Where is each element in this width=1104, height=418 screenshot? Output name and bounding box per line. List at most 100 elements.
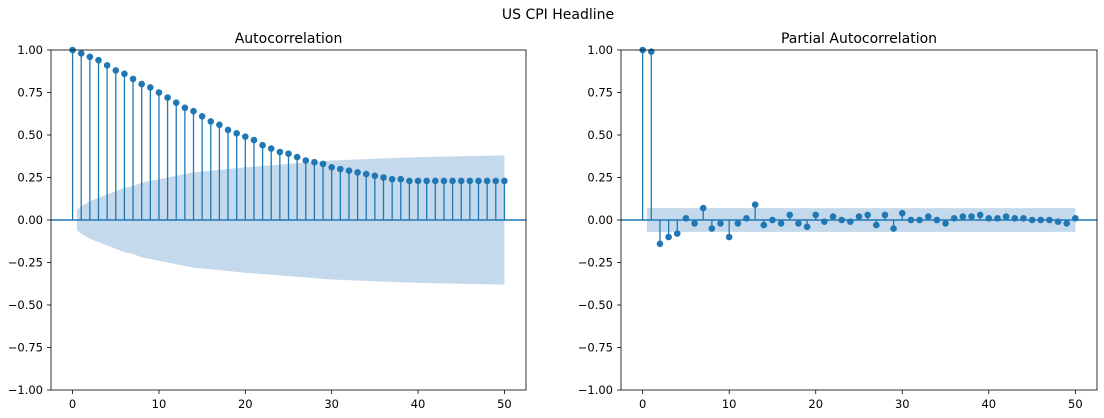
acf-y-tick-label: 0.25: [17, 171, 43, 185]
pacf-point: [708, 225, 716, 232]
pacf-y-tick-label: −0.50: [578, 298, 613, 312]
acf-point: [285, 150, 292, 157]
pacf-point: [855, 213, 863, 220]
pacf-point: [924, 213, 932, 220]
pacf-point: [959, 213, 967, 220]
acf-point: [103, 62, 111, 69]
acf-y-tick-label: 0.75: [17, 86, 43, 100]
acf-point: [216, 121, 223, 129]
acf-point: [371, 172, 379, 180]
pacf-point: [1063, 220, 1071, 227]
acf-point: [457, 177, 465, 185]
acf-point: [432, 177, 439, 185]
acf-y-tick-label: 0.50: [17, 128, 43, 142]
pacf-point: [898, 209, 906, 217]
pacf-axes: Partial Autocorrelation −1.00 −0.75 −0.50 −…: [578, 31, 1098, 411]
pacf-point: [777, 220, 785, 227]
pacf-y-tick-label: 0.50: [587, 128, 613, 142]
acf-point: [414, 177, 422, 185]
pacf-x-tick-label: 10: [722, 397, 737, 411]
acf-y-tick-label: 0.00: [17, 213, 43, 227]
acf-point: [155, 89, 163, 96]
pacf-point: [873, 221, 880, 229]
acf-point: [198, 113, 206, 120]
acf-point: [86, 53, 94, 61]
acf-point: [172, 99, 180, 106]
acf-point: [267, 145, 275, 152]
pacf-point: [751, 201, 759, 208]
acf-title: Autocorrelation: [235, 31, 343, 47]
pacf-point: [976, 211, 984, 219]
pacf-point: [942, 220, 949, 227]
pacf-point: [725, 233, 733, 241]
acf-point: [501, 177, 508, 185]
acf-point: [138, 80, 145, 88]
pacf-point: [829, 213, 837, 220]
acf-point: [164, 94, 171, 101]
acf-point: [121, 70, 128, 78]
pacf-x-tick-label: 40: [981, 397, 996, 411]
acf-point: [345, 167, 353, 174]
acf-point: [181, 104, 189, 112]
pacf-x-tick-label: 0: [639, 397, 646, 411]
pacf-x-tick-label: 20: [808, 397, 823, 411]
acf-point: [388, 175, 396, 183]
acf-point: [406, 177, 413, 185]
acf-point: [250, 136, 258, 144]
pacf-point: [1002, 213, 1010, 220]
acf-point: [293, 153, 301, 161]
pacf-x-tick-label: 30: [895, 397, 910, 411]
pacf-y-tick-label: −0.75: [578, 341, 613, 355]
acf-point: [492, 177, 500, 185]
pacf-point: [717, 220, 724, 227]
acf-point: [311, 158, 318, 166]
pacf-point: [734, 220, 742, 227]
pacf-y-tick-label: 0.25: [587, 171, 613, 185]
pacf-point: [699, 204, 707, 212]
acf-x-tick-label: 20: [238, 397, 253, 411]
acf-point: [233, 130, 240, 137]
acf-point: [112, 67, 120, 74]
acf-x-tick-label: 30: [324, 397, 339, 411]
acf-point: [319, 160, 327, 168]
acf-point: [95, 56, 102, 64]
acf-x-tick-label: 50: [497, 397, 512, 411]
pacf-point: [786, 211, 794, 219]
pacf-y-tick-label: −0.25: [578, 256, 613, 270]
acf-y-tick-label: −1.00: [8, 383, 43, 397]
acf-point: [207, 118, 215, 125]
pacf-point: [656, 240, 664, 248]
acf-point: [147, 84, 154, 91]
pacf-point: [665, 233, 672, 241]
pacf-point: [812, 211, 820, 219]
acf-point: [190, 107, 197, 115]
pacf-y-tick-label: 0.75: [587, 86, 613, 100]
acf-point: [77, 50, 85, 57]
pacf-point: [691, 220, 698, 227]
pacf-y-tick-label: 1.00: [587, 43, 613, 57]
acf-point: [466, 177, 474, 185]
pacf-point: [881, 211, 889, 219]
acf-point: [328, 164, 335, 171]
acf-x-tick-label: 0: [69, 397, 76, 411]
figure-title: US CPI Headline: [502, 7, 614, 23]
acf-y-tick-label: −0.25: [8, 256, 43, 270]
pacf-y-tick-label: −1.00: [578, 383, 613, 397]
acf-y-tick-label: −0.75: [8, 341, 43, 355]
acf-point: [362, 170, 370, 178]
acf-x-tick-label: 40: [411, 397, 426, 411]
acf-point: [129, 75, 137, 83]
pacf-x-tick-label: 50: [1068, 397, 1083, 411]
acf-point: [337, 165, 344, 173]
pacf-point: [673, 230, 681, 237]
acf-point: [259, 141, 266, 149]
pacf-title: Partial Autocorrelation: [781, 31, 937, 47]
acf-point: [449, 177, 456, 185]
acf-axes: Autocorrelation −1.00 −0.75 −0.50 −0.25 0.00…: [8, 31, 527, 411]
acf-point: [483, 177, 491, 185]
acf-point: [475, 177, 482, 185]
acf-y-tick-label: −0.50: [8, 298, 43, 312]
pacf-point: [760, 221, 768, 229]
pacf-point: [795, 220, 802, 227]
